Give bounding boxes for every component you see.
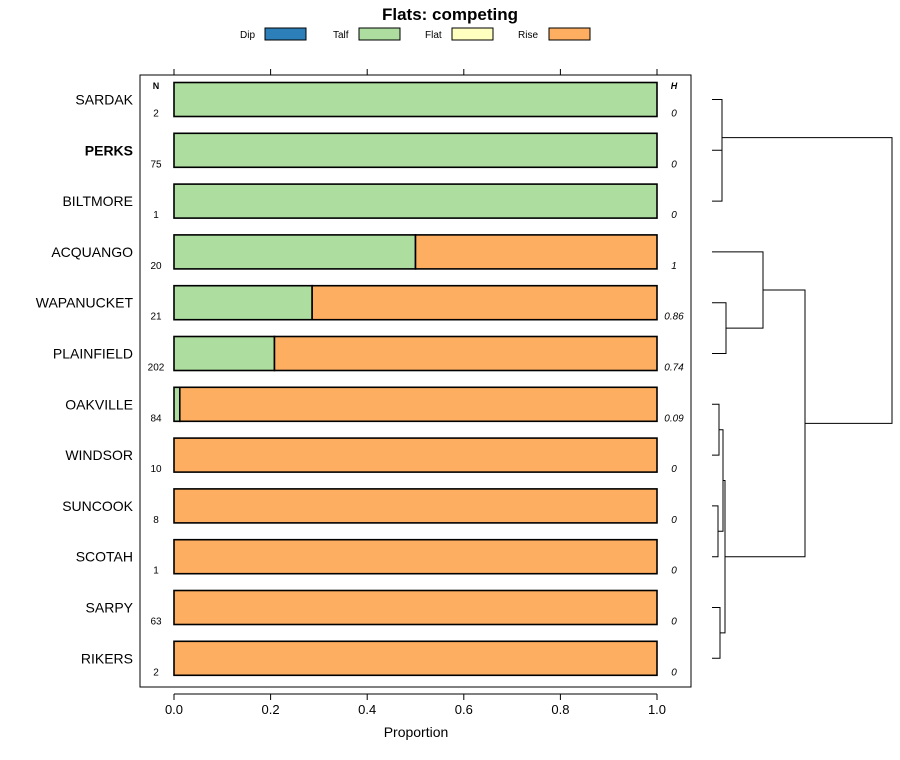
bar-scotah-rise — [173, 538, 658, 575]
x-tick-label-5: 1.0 — [648, 702, 666, 717]
h-value-wapanucket: 0.86 — [664, 312, 684, 323]
n-value-rikers: 2 — [153, 667, 159, 678]
bar-suncook-rise — [173, 488, 658, 524]
chart-title: Flats: competing — [382, 5, 518, 24]
legend-swatch-talf — [358, 27, 401, 41]
dendrogram — [712, 99, 893, 659]
h-value-rikers: 0 — [671, 667, 677, 678]
row-plainfield: PLAINFIELD 202 0.74 — [53, 335, 684, 374]
top-axis-ticks — [173, 69, 658, 75]
legend-label-rise: Rise — [518, 30, 538, 41]
n-value-suncook: 8 — [153, 515, 159, 526]
n-column-header: N — [153, 81, 160, 91]
x-tick-label-0: 0.0 — [165, 702, 183, 717]
row-label-biltmore: BILTMORE — [62, 193, 133, 209]
n-value-perks: 75 — [150, 159, 162, 170]
x-tick-label-1: 0.2 — [262, 702, 280, 717]
bar-biltmore-talf — [173, 183, 658, 219]
x-tick-label-3: 0.6 — [455, 702, 473, 717]
legend-swatch-rise — [548, 27, 591, 41]
bar-windsor-rise — [173, 437, 658, 473]
row-rikers: RIKERS 2 0 — [81, 640, 677, 678]
h-value-oakville: 0.09 — [664, 413, 684, 424]
legend-swatch-flat — [451, 27, 494, 41]
row-acquango: ACQUANGO 20 1 — [51, 234, 677, 272]
bar-rikers-rise — [173, 640, 658, 677]
legend-label-flat: Flat — [425, 30, 442, 41]
n-value-oakville: 84 — [150, 413, 162, 424]
dendrogram-link-0 — [712, 149, 723, 202]
bar-wapanucket-rise — [311, 284, 658, 321]
row-label-acquango: ACQUANGO — [51, 244, 133, 260]
row-wapanucket: WAPANUCKET 21 0.86 — [36, 284, 684, 323]
legend: Dip Talf Flat Rise — [240, 27, 591, 41]
row-biltmore: BILTMORE 1 0 — [62, 183, 677, 221]
row-label-plainfield: PLAINFIELD — [53, 346, 133, 362]
x-axis-title: Proportion — [384, 724, 449, 740]
row-label-perks: PERKS — [85, 142, 133, 158]
legend-label-dip: Dip — [240, 30, 255, 41]
h-value-scotah: 0 — [671, 566, 677, 577]
row-suncook: SUNCOOK 8 0 — [62, 488, 677, 526]
n-value-acquango: 20 — [150, 261, 162, 272]
legend-label-talf: Talf — [333, 30, 349, 41]
dendrogram-link-4 — [712, 403, 720, 456]
h-value-sarpy: 0 — [671, 617, 677, 628]
legend-swatch-dip — [264, 27, 307, 41]
dendrogram-link-10 — [722, 137, 893, 424]
bar-acquango-talf — [173, 234, 417, 270]
h-value-acquango: 1 — [671, 261, 677, 272]
bar-oakville-talf — [173, 386, 181, 423]
bar-sarpy-rise — [173, 589, 658, 626]
row-label-sardak: SARDAK — [75, 92, 133, 108]
plot-frame — [139, 74, 692, 688]
dendrogram-link-7 — [712, 607, 721, 659]
row-sarpy: SARPY 63 0 — [86, 589, 677, 628]
h-column-header: H — [671, 81, 678, 91]
dendrogram-link-9 — [725, 289, 806, 558]
bar-perks-talf — [173, 132, 658, 169]
row-scotah: SCOTAH 1 0 — [76, 538, 677, 577]
dendrogram-link-3 — [712, 251, 764, 329]
bar-plainfield-rise — [273, 335, 658, 372]
n-value-windsor: 10 — [150, 464, 162, 475]
row-label-windsor: WINDSOR — [65, 447, 133, 463]
h-value-suncook: 0 — [671, 515, 677, 526]
dendrogram-link-2 — [712, 302, 727, 354]
row-label-rikers: RIKERS — [81, 650, 133, 666]
h-value-windsor: 0 — [671, 464, 677, 475]
row-oakville: OAKVILLE 84 0.09 — [65, 386, 684, 424]
dendrogram-link-1 — [712, 99, 723, 176]
n-value-sarpy: 63 — [150, 617, 162, 628]
row-windsor: WINDSOR 10 0 — [65, 437, 677, 475]
x-tick-label-4: 0.8 — [551, 702, 569, 717]
bar-acquango-rise — [414, 234, 658, 270]
dendrogram-link-5 — [712, 505, 719, 558]
h-value-plainfield: 0.74 — [664, 363, 684, 374]
h-value-perks: 0 — [671, 159, 677, 170]
row-label-oakville: OAKVILLE — [65, 396, 133, 412]
n-value-plainfield: 202 — [148, 363, 165, 374]
bar-wapanucket-talf — [173, 284, 313, 321]
row-label-suncook: SUNCOOK — [62, 498, 133, 514]
bar-oakville-rise — [178, 386, 658, 423]
row-label-scotah: SCOTAH — [76, 549, 133, 565]
h-value-biltmore: 0 — [671, 210, 677, 221]
n-value-scotah: 1 — [153, 566, 159, 577]
row-label-wapanucket: WAPANUCKET — [36, 295, 134, 311]
row-sardak: SARDAK 2 0 — [75, 81, 677, 120]
x-tick-label-2: 0.4 — [358, 702, 376, 717]
n-value-wapanucket: 21 — [150, 312, 162, 323]
x-axis: 0.0 0.2 0.4 0.6 0.8 1.0 — [165, 693, 666, 717]
row-label-sarpy: SARPY — [86, 600, 134, 616]
bar-plainfield-talf — [173, 335, 276, 372]
n-value-sardak: 2 — [153, 109, 159, 120]
row-perks: PERKS 75 0 — [85, 132, 677, 170]
bar-sardak-talf — [173, 81, 658, 118]
n-value-biltmore: 1 — [153, 210, 159, 221]
h-value-sardak: 0 — [671, 109, 677, 120]
